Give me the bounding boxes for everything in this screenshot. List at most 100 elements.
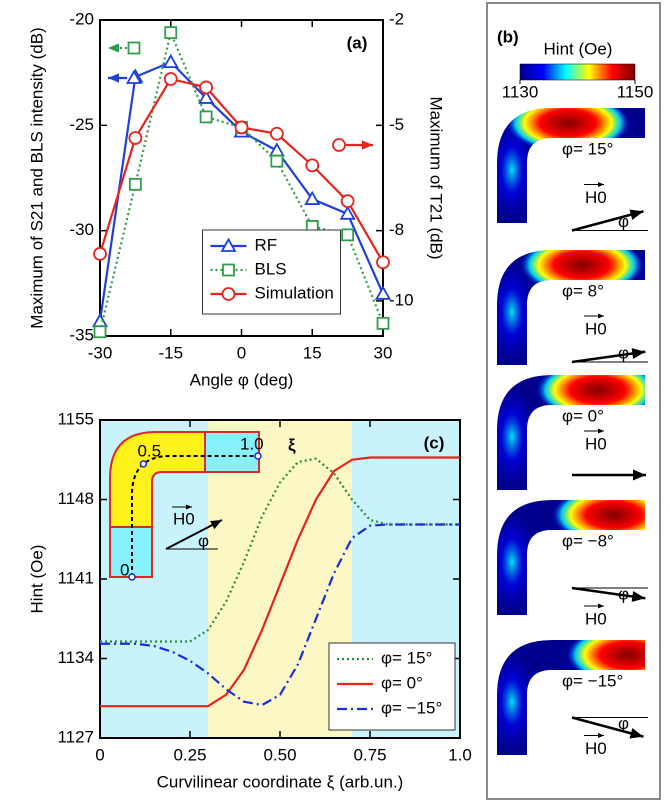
field-map <box>497 250 645 365</box>
arrow-head <box>210 520 222 530</box>
marker <box>341 228 355 242</box>
inset-tick-label: 1.0 <box>240 434 264 453</box>
marker <box>127 41 141 55</box>
angle-symbol: φ <box>618 584 629 603</box>
y-tick-label: 1141 <box>57 568 94 587</box>
angle-label: φ= 8° <box>562 281 604 300</box>
field-hot <box>520 250 644 295</box>
marker <box>221 287 236 301</box>
arrow-head <box>631 591 646 602</box>
angle-label: φ= 0° <box>562 406 604 425</box>
marker <box>332 138 346 152</box>
panel-label: (c) <box>424 433 445 452</box>
field-hot <box>552 500 645 545</box>
arrow-head <box>633 469 646 481</box>
marker <box>376 316 390 330</box>
arrow-head <box>598 428 604 434</box>
arrow-head <box>598 732 604 739</box>
inset-output <box>204 431 260 473</box>
arrow-head <box>362 140 373 150</box>
y-tick-label: -25 <box>69 115 94 134</box>
inset-point <box>254 452 262 460</box>
marker <box>162 53 179 69</box>
colorbar <box>519 63 636 81</box>
y-tick-label: 1127 <box>57 727 94 746</box>
series-line <box>100 523 460 707</box>
y2-tick-label: -2 <box>389 9 404 28</box>
arrow-head <box>186 504 192 510</box>
marker <box>93 246 107 261</box>
field-map <box>497 108 645 223</box>
angle-symbol: φ <box>618 714 629 733</box>
angle-symbol: φ <box>618 343 629 362</box>
marker <box>164 26 178 40</box>
arrow-head <box>108 43 119 53</box>
marker <box>339 205 356 220</box>
x-tick-label: 0 <box>95 745 104 764</box>
inset-axis-label: ξ <box>288 435 296 454</box>
x-tick-label: 1.0 <box>448 745 472 764</box>
field-hot <box>566 640 645 685</box>
legend-box <box>328 642 456 731</box>
legend-label: BLS <box>255 259 287 278</box>
arrow-head <box>598 181 604 188</box>
field-hot <box>536 375 645 420</box>
field-label: H0 <box>585 434 607 453</box>
marker <box>163 72 178 86</box>
series-line <box>100 457 460 643</box>
marker <box>234 120 249 135</box>
panel-label: (a) <box>347 33 368 52</box>
field-map <box>497 375 645 490</box>
x-tick-label: 30 <box>374 343 393 362</box>
y2-tick-label: -5 <box>389 115 404 134</box>
x-axis-label: Angle φ (deg) <box>190 370 294 389</box>
x-tick-label: 15 <box>303 343 322 362</box>
x-tick-label: -30 <box>88 343 113 362</box>
marker <box>199 80 214 95</box>
arrow-head <box>598 313 604 319</box>
y-tick-label: -35 <box>69 325 94 344</box>
y-axis-label: Maximum of S21 and BLS intensity (dB) <box>27 27 46 328</box>
inset-tick-label: 0 <box>120 560 129 579</box>
field-label: H0 <box>585 188 607 207</box>
marker <box>304 190 321 205</box>
marker <box>376 255 390 270</box>
field-glow <box>497 654 534 750</box>
y-tick-label: 1148 <box>57 489 94 508</box>
marker <box>305 158 320 173</box>
field-hot <box>506 108 630 153</box>
x-tick-label: 0.25 <box>173 745 206 764</box>
marker <box>93 325 107 339</box>
arrow-head <box>631 348 646 359</box>
inset-field-label: H0 <box>173 509 195 528</box>
field-glow <box>497 514 534 610</box>
y-axis-label: Hint (Oe) <box>27 545 46 614</box>
arrow-head <box>108 73 119 83</box>
field-map <box>497 640 645 755</box>
colorbar-tick-label: 1150 <box>617 82 654 101</box>
marker <box>128 131 143 145</box>
y2-tick-label: -8 <box>389 220 404 239</box>
marker <box>340 194 355 209</box>
y2-tick-label: -10 <box>389 290 414 309</box>
legend-label: Simulation <box>255 283 334 302</box>
inset-tick-label: 0.5 <box>137 441 161 460</box>
field-label: H0 <box>585 609 607 628</box>
legend-label: RF <box>255 235 278 254</box>
x-tick-label: 0.75 <box>353 745 386 764</box>
angle-symbol: φ <box>618 212 629 231</box>
marker <box>374 285 392 300</box>
inset-point <box>139 460 148 468</box>
x-tick-label: 0.50 <box>263 745 296 764</box>
x-tick-label: 0 <box>237 343 246 362</box>
x-axis-label: Curvilinear coordinate ξ (arb.un.) <box>157 772 404 791</box>
colorbar-tick-label: 1130 <box>502 82 539 101</box>
colorbar-label: Hint (Oe) <box>544 39 613 58</box>
marker <box>199 110 213 124</box>
marker <box>198 89 215 104</box>
marker <box>270 154 284 168</box>
y-tick-label: -20 <box>69 9 94 28</box>
marker <box>268 142 285 157</box>
field-label: H0 <box>585 319 607 338</box>
